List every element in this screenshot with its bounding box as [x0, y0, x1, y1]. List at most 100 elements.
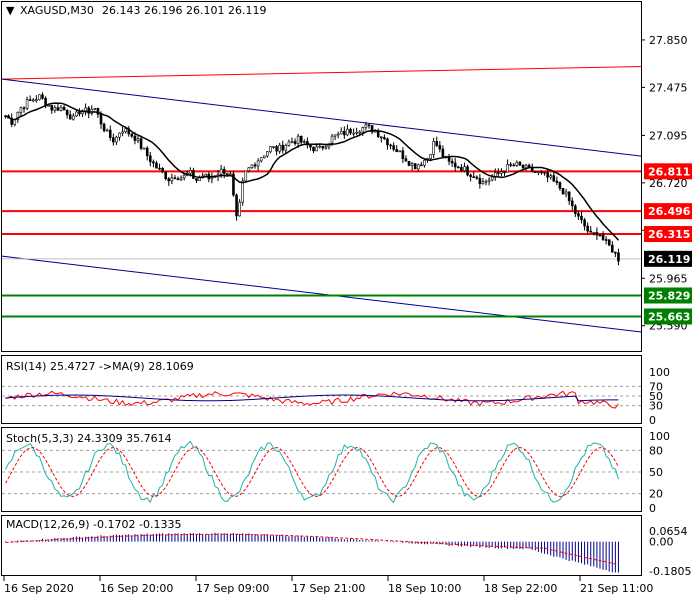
- current-price-tag: [644, 250, 692, 267]
- candle-body: [379, 136, 383, 139]
- candle-body: [133, 135, 137, 141]
- candle-body: [466, 166, 469, 176]
- candle-body: [136, 138, 140, 141]
- candle-body: [533, 171, 537, 173]
- candle-body: [176, 178, 180, 181]
- candle-body: [269, 146, 272, 153]
- candle-body: [155, 162, 158, 169]
- candle-body: [589, 230, 593, 233]
- candle-body: [395, 149, 399, 153]
- candle-body: [139, 138, 143, 149]
- candle-body: [35, 99, 38, 101]
- candle-body: [50, 104, 54, 111]
- candle-body: [429, 154, 432, 159]
- candle-body: [617, 252, 620, 262]
- candle-body: [312, 146, 315, 152]
- level-tag-label: 26.811: [648, 165, 690, 178]
- candle-body: [555, 180, 559, 183]
- axis-layer: 27.85027.47527.09526.72026.34525.96525.5…: [3, 34, 692, 595]
- candle-body: [389, 144, 392, 147]
- candle-body: [490, 176, 494, 181]
- time-tick-label: 18 Sep 22:00: [484, 582, 557, 595]
- candle-body: [75, 111, 78, 117]
- candle-body: [259, 157, 263, 162]
- candle-body: [293, 141, 297, 144]
- candle-body: [577, 213, 580, 217]
- candle-body: [152, 161, 155, 164]
- candle-body: [290, 141, 294, 143]
- rsi-tick-label: 50: [649, 390, 663, 403]
- price-tick-label: 27.475: [649, 81, 688, 94]
- candle-body: [321, 145, 325, 149]
- candle-body: [407, 161, 411, 166]
- time-tick-label: 21 Sep 11:00: [580, 582, 653, 595]
- candle-body: [287, 141, 291, 146]
- candle-body: [567, 191, 571, 202]
- level-tag-label: 26.315: [648, 228, 690, 241]
- candle-body: [361, 127, 365, 133]
- candle-body: [145, 147, 149, 157]
- macd-tick-label: -0.1805: [649, 565, 691, 578]
- candle-body: [598, 234, 602, 237]
- candle-body: [302, 141, 306, 143]
- candle-body: [161, 167, 164, 173]
- candle-body: [173, 177, 177, 180]
- candle-body: [574, 205, 577, 214]
- symbol-arrow[interactable]: ▼: [6, 4, 15, 17]
- candle-body: [564, 191, 568, 195]
- candle-body: [124, 128, 127, 133]
- candle-body: [84, 107, 87, 111]
- candle-body: [413, 163, 417, 170]
- trendline: [1, 255, 643, 333]
- trendline: [1, 78, 643, 157]
- candle-body: [500, 171, 503, 174]
- candle-body: [441, 148, 445, 158]
- candle-body: [509, 164, 512, 166]
- rsi-layer: [2, 385, 641, 409]
- stoch-header: Stoch(5,3,3) 24.3309 35.7614: [6, 432, 172, 445]
- current-price-label: 26.119: [648, 253, 690, 266]
- candle-body: [59, 106, 63, 111]
- candle-body: [10, 117, 13, 125]
- candle-body: [226, 173, 229, 176]
- candle-body: [330, 135, 334, 144]
- candle-body: [235, 194, 238, 217]
- candle-body: [108, 129, 112, 138]
- candle-body: [16, 112, 20, 120]
- candle-body: [453, 162, 457, 168]
- candle-body: [41, 94, 44, 99]
- candle-body: [31, 99, 35, 102]
- candle-body: [610, 244, 614, 253]
- candle-body: [232, 173, 235, 196]
- candle-body: [438, 145, 442, 150]
- candle-body: [99, 113, 103, 125]
- rsi-ma-line: [5, 394, 619, 402]
- stoch-signal-line: [5, 447, 619, 497]
- candle-body: [189, 169, 192, 174]
- candle-body: [296, 135, 300, 144]
- candle-body: [93, 108, 97, 110]
- time-tick-label: 17 Sep 21:00: [292, 582, 365, 595]
- candle-body: [78, 111, 81, 115]
- moving-average-line: [5, 102, 620, 241]
- candle-body: [68, 114, 72, 120]
- candle-body: [315, 146, 318, 152]
- candle-body: [410, 163, 414, 166]
- level-tag: [644, 287, 692, 304]
- candle-body: [87, 107, 90, 114]
- candle-body: [595, 232, 599, 236]
- price-tick-label: 27.095: [649, 129, 688, 142]
- stoch-tick-label: 0: [649, 502, 656, 515]
- candle-body: [13, 119, 17, 125]
- candle-body: [450, 160, 454, 164]
- candle-body: [527, 164, 531, 168]
- rsi-tick-label: 30: [649, 400, 663, 413]
- candle-body: [604, 239, 608, 241]
- candle-body: [518, 161, 522, 166]
- candle-body: [266, 151, 269, 157]
- candle-body: [404, 158, 408, 162]
- candle-body: [561, 188, 565, 195]
- candle-body: [170, 177, 174, 182]
- candle-body: [118, 132, 121, 138]
- time-tick-label: 17 Sep 09:00: [196, 582, 269, 595]
